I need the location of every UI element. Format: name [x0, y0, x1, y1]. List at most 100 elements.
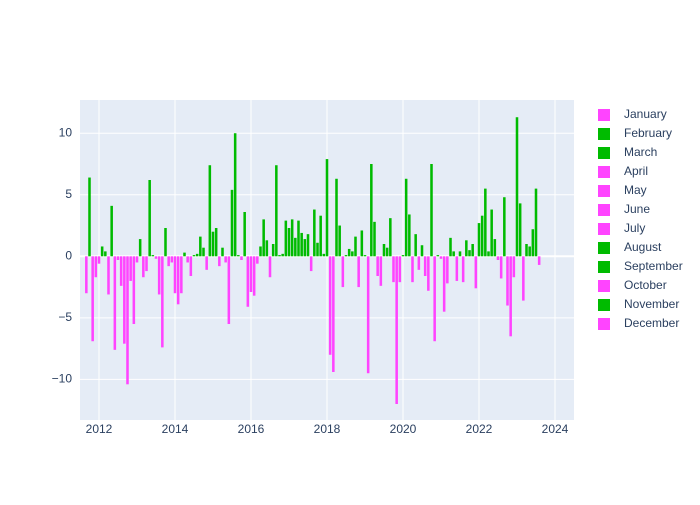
- bar: [506, 256, 509, 306]
- bar: [189, 256, 193, 276]
- bar: [135, 256, 139, 263]
- bar: [176, 256, 180, 305]
- bar: [221, 247, 224, 257]
- x-tick-label: 2014: [162, 422, 189, 436]
- legend-label[interactable]: December: [624, 316, 679, 330]
- bar: [100, 246, 104, 257]
- legend-label[interactable]: August: [624, 240, 662, 254]
- bar: [309, 256, 313, 272]
- bar: [116, 256, 120, 260]
- bar: [480, 215, 484, 257]
- bar: [427, 256, 430, 291]
- legend-swatch[interactable]: [598, 299, 610, 311]
- bar: [148, 180, 151, 257]
- y-tick-label: 5: [65, 187, 72, 201]
- bar: [107, 256, 110, 295]
- bar: [129, 256, 132, 281]
- bar: [252, 256, 256, 296]
- bar: [465, 240, 468, 257]
- bar: [192, 255, 196, 257]
- legend-label[interactable]: March: [624, 145, 657, 159]
- bar: [167, 256, 170, 267]
- bar: [430, 164, 433, 257]
- bar: [379, 256, 383, 286]
- bar: [281, 253, 284, 257]
- legend-label[interactable]: September: [624, 259, 683, 273]
- bar: [104, 251, 107, 257]
- bar: [186, 256, 189, 263]
- bar: [537, 256, 541, 265]
- bar: [132, 256, 136, 324]
- bar: [319, 215, 322, 257]
- bar: [271, 244, 275, 257]
- legend-label[interactable]: June: [624, 202, 650, 216]
- bar: [316, 242, 319, 257]
- legend-label[interactable]: February: [624, 126, 672, 140]
- legend-swatch[interactable]: [598, 147, 610, 159]
- legend-label[interactable]: May: [624, 183, 647, 197]
- bar: [113, 256, 117, 350]
- bar: [335, 178, 338, 257]
- bar: [518, 203, 522, 257]
- bar: [411, 256, 414, 283]
- bar: [173, 256, 177, 294]
- bar: [376, 256, 379, 276]
- bar: [382, 244, 386, 257]
- bar: [455, 256, 459, 281]
- bar: [401, 255, 405, 257]
- bar: [487, 251, 490, 257]
- bar: [370, 164, 373, 257]
- x-tick-label: 2016: [238, 422, 265, 436]
- legend-label[interactable]: July: [624, 221, 645, 235]
- bar: [354, 236, 357, 257]
- bar: [357, 256, 360, 288]
- legend-swatch[interactable]: [598, 318, 610, 330]
- y-tick-label: 0: [65, 248, 72, 262]
- legend-swatch[interactable]: [598, 261, 610, 273]
- legend-label[interactable]: November: [624, 297, 679, 311]
- bar: [142, 256, 145, 278]
- bar: [389, 218, 392, 257]
- legend-label[interactable]: January: [624, 107, 667, 121]
- bar: [161, 256, 164, 348]
- legend-swatch[interactable]: [598, 280, 610, 292]
- bar: [183, 252, 186, 257]
- bar: [208, 165, 212, 257]
- bar: [297, 220, 300, 257]
- legend-swatch[interactable]: [598, 128, 610, 140]
- bar: [300, 232, 303, 257]
- legend-swatch[interactable]: [598, 223, 610, 235]
- bar: [110, 205, 113, 257]
- legend-swatch[interactable]: [598, 204, 610, 216]
- bar: [246, 256, 250, 307]
- bar: [525, 244, 528, 257]
- bar: [341, 256, 345, 288]
- bar: [414, 234, 417, 257]
- legend-label[interactable]: October: [624, 278, 667, 292]
- bar: [373, 221, 376, 257]
- x-tick-label: 2020: [390, 422, 417, 436]
- bar: [138, 239, 142, 257]
- bar: [180, 256, 183, 294]
- bar: [202, 247, 205, 257]
- bar: [214, 228, 218, 257]
- bar: [294, 237, 297, 257]
- legend-swatch[interactable]: [598, 109, 610, 121]
- bar: [344, 255, 348, 257]
- legend-swatch[interactable]: [598, 242, 610, 254]
- bar: [262, 219, 265, 257]
- bar: [313, 209, 316, 257]
- legend-swatch[interactable]: [598, 166, 610, 178]
- bar: [522, 256, 525, 301]
- bar: [268, 256, 272, 278]
- bar: [164, 228, 167, 257]
- bar: [85, 256, 88, 294]
- legend-label[interactable]: April: [624, 164, 648, 178]
- bar: [528, 246, 531, 257]
- bar: [442, 256, 446, 312]
- bar: [249, 256, 253, 292]
- bar: [284, 220, 288, 257]
- bar: [278, 255, 281, 257]
- bar: [499, 256, 503, 279]
- legend-swatch[interactable]: [598, 185, 610, 197]
